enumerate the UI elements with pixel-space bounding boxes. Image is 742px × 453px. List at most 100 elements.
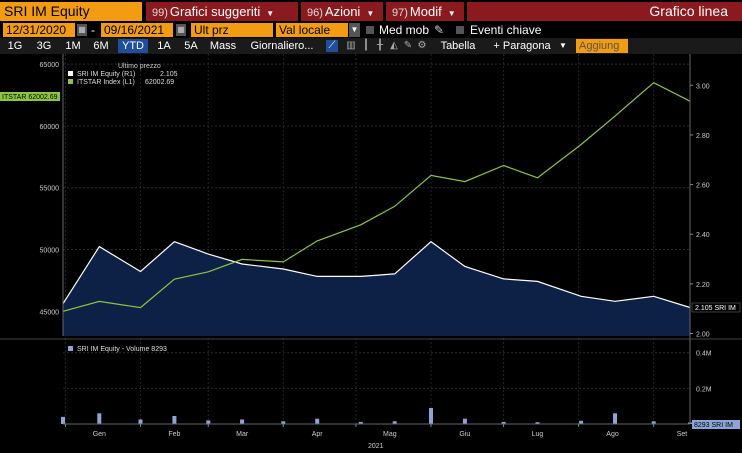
menu-number: 97) [392, 7, 408, 19]
end-date-input[interactable]: 09/16/2021 [101, 23, 173, 37]
line-chart-icon[interactable]: ⟋ [326, 40, 338, 52]
right-last-badge: 2.105 SRI IM [691, 302, 741, 313]
volume-bar [61, 416, 65, 424]
suggested-charts-menu[interactable]: 99) Grafici suggeriti ▼ [146, 2, 298, 21]
right-tick-label: 3.00 [696, 83, 710, 90]
range-1g[interactable]: 1G [7, 40, 23, 52]
menu-label: Modif [409, 4, 442, 19]
x-tick-label: Mag [383, 431, 397, 438]
caret-down-icon: ▼ [266, 9, 275, 18]
caret-down-icon: ▼ [447, 9, 456, 18]
itstar-line [62, 81, 691, 312]
right-tick-label: 2.20 [696, 282, 710, 289]
legend-swatch-itstar [68, 79, 73, 84]
legend-entry-sri: SRI IM Equity (R1) [77, 71, 135, 78]
chevron-down-icon[interactable]: ▼ [349, 23, 360, 37]
volume-bar [97, 413, 102, 424]
series-layer [61, 81, 692, 424]
ticker-field[interactable]: SRI IM Equity [0, 2, 142, 21]
ohlc-icon[interactable]: ╂ [376, 40, 384, 51]
volume-bar [392, 421, 397, 424]
range-5a[interactable]: 5A [184, 40, 198, 52]
add-input[interactable]: Aggiung [576, 39, 628, 53]
x-tick-label: Ago [606, 431, 619, 438]
settings-icon[interactable]: ⚙ [417, 40, 427, 51]
pencil-icon[interactable]: ✎ [434, 23, 445, 37]
volume-legend: SRI IM Equity - Volume 8293 [68, 346, 167, 353]
mountain-chart-icon[interactable]: ◭ [390, 40, 398, 51]
volume-bar [358, 421, 363, 424]
table-button[interactable]: Tabella [440, 40, 476, 52]
left-tick-label: 45000 [40, 309, 60, 316]
range-ytd[interactable]: YTD [118, 39, 148, 53]
menu-label: Azioni [324, 4, 361, 19]
annotate-icon[interactable]: ✎ [403, 40, 413, 51]
menu-number: 96) [307, 7, 323, 19]
caret-down-icon[interactable]: ▼ [559, 41, 567, 50]
legend-header: Ultimo prezzo [118, 63, 161, 70]
calendar-icon[interactable]: ▦ [176, 24, 186, 36]
edit-menu[interactable]: 97) Modif ▼ [386, 2, 464, 21]
chart-title: Grafico linea [467, 2, 742, 21]
volume-bar [281, 421, 286, 424]
range-max[interactable]: Mass [209, 40, 237, 52]
x-axis-year: 2021 [368, 443, 384, 450]
left-tick-label: 55000 [40, 186, 60, 193]
svg-text:8293 SRI IM: 8293 SRI IM [694, 422, 733, 429]
right-tick-label: 2.80 [696, 133, 710, 140]
date-separator: - [91, 23, 95, 37]
x-tick-label: Feb [168, 431, 180, 438]
volume-bar [579, 420, 584, 424]
legend-value-itstar: 62002.69 [145, 79, 174, 86]
compare-button[interactable]: + Paragona [493, 40, 551, 52]
volume-bar [501, 421, 506, 424]
left-last-badge: ITSTAR 62002.69 [0, 92, 60, 101]
volume-bar [315, 418, 320, 424]
volume-tick-label: 0.4M [696, 351, 712, 358]
moving-average-checkbox[interactable] [366, 26, 374, 34]
left-tick-label: 65000 [40, 62, 60, 69]
menu-number: 99) [152, 7, 168, 19]
volume-bar [651, 421, 656, 424]
range-3g[interactable]: 3G [36, 40, 52, 52]
menu-label: Grafici suggeriti [169, 4, 261, 19]
grid [63, 54, 690, 424]
sri-line [62, 240, 691, 309]
range-1a[interactable]: 1A [157, 40, 171, 52]
x-tick-label: Apr [312, 431, 324, 438]
volume-bar [172, 416, 177, 424]
frequency-select[interactable]: Giornaliero... [250, 40, 314, 52]
chart-toolbar [0, 38, 742, 54]
volume-bar [138, 419, 143, 424]
price-field-input[interactable]: Ult prz [191, 23, 273, 37]
actions-menu[interactable]: 96) Azioni ▼ [301, 2, 383, 21]
volume-last-badge: 8293 SRI IM [692, 420, 740, 429]
key-events-checkbox[interactable] [456, 26, 464, 34]
volume-bar [613, 413, 617, 424]
sri-area [63, 241, 690, 336]
chart-area: 45000 50000 55000 60000 65000 2.00 2.20 2.40 2.6… [0, 54, 742, 453]
caret-down-icon: ▼ [366, 9, 375, 18]
start-date-input[interactable]: 12/31/2020 [3, 23, 75, 37]
volume-bar [429, 408, 433, 424]
left-tick-label: 60000 [40, 124, 60, 131]
range-1m[interactable]: 1M [65, 40, 81, 52]
legend: Ultimo prezzo SRI IM Equity (R1) 2.105 I… [68, 63, 178, 86]
x-tick-label: Gen [93, 431, 106, 438]
bar-chart-icon[interactable]: ▥ [346, 40, 356, 51]
moving-average-label: Med mob [379, 23, 430, 37]
x-tick-label: Set [677, 431, 688, 438]
volume-bar [535, 422, 540, 424]
legend-value-sri: 2.105 [160, 71, 178, 78]
right-tick-label: 2.40 [696, 232, 710, 239]
x-tick-label: Giu [459, 431, 470, 438]
x-tick-label: Lug [532, 431, 544, 438]
range-6m[interactable]: 6M [93, 40, 109, 52]
currency-select[interactable]: Val locale [276, 23, 348, 37]
right-tick-label: 2.60 [696, 183, 710, 190]
candlestick-icon[interactable]: ┃ [362, 40, 370, 51]
svg-text:SRI IM Equity - Volume 8293: SRI IM Equity - Volume 8293 [77, 346, 167, 353]
svg-text:ITSTAR 62002.69: ITSTAR 62002.69 [2, 94, 58, 101]
calendar-icon[interactable]: ▦ [77, 24, 87, 36]
volume-bar [206, 420, 211, 424]
